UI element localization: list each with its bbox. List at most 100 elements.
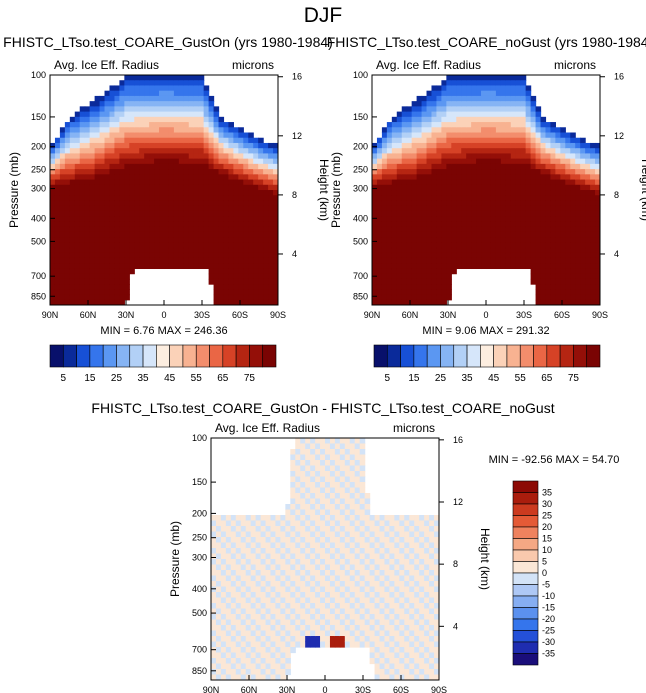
contour-cell xyxy=(520,174,527,181)
contour-cell xyxy=(69,294,76,301)
contour-cell xyxy=(183,111,190,118)
colorbar-swatch xyxy=(222,344,237,368)
contour-cell xyxy=(114,252,120,259)
contour-cell xyxy=(109,127,116,134)
contour-cell xyxy=(384,553,391,560)
contour-cell xyxy=(225,625,232,632)
contour-cell xyxy=(305,575,311,582)
contour-cell xyxy=(260,597,267,604)
contour-cell xyxy=(315,438,321,445)
contour-cell xyxy=(446,190,452,196)
contour-cell xyxy=(134,158,140,165)
contour-cell xyxy=(248,142,254,149)
contour-cell xyxy=(265,553,272,560)
contour-cell xyxy=(94,247,101,254)
contour-cell xyxy=(243,247,249,254)
contour-cell xyxy=(50,237,56,243)
contour-cell xyxy=(530,142,537,149)
contour-cell xyxy=(421,106,428,113)
contour-cell xyxy=(466,80,472,87)
contour-cell xyxy=(149,111,155,118)
contour-cell xyxy=(401,299,408,305)
contour-cell xyxy=(255,586,262,593)
contour-cell xyxy=(540,237,547,243)
contour-cell xyxy=(139,216,145,222)
contour-cell xyxy=(119,132,125,139)
contour-cell xyxy=(486,153,492,160)
contour-cell xyxy=(290,493,296,500)
contour-cell xyxy=(94,190,101,196)
contour-cell xyxy=(381,169,388,175)
contour-cell xyxy=(144,132,150,139)
contour-cell xyxy=(119,200,125,207)
contour-cell xyxy=(429,570,435,577)
contour-cell xyxy=(354,487,361,494)
contour-cell xyxy=(144,205,150,212)
contour-cell xyxy=(99,142,106,149)
contour-cell xyxy=(580,169,586,175)
contour-cell xyxy=(525,252,532,259)
contour-cell xyxy=(124,216,130,222)
contour-cell xyxy=(565,257,571,264)
contour-cell xyxy=(490,195,497,202)
contour-cell xyxy=(290,504,296,511)
contour-cell xyxy=(50,190,56,196)
contour-cell xyxy=(139,242,145,249)
contour-cell xyxy=(540,127,547,134)
contour-cell xyxy=(471,190,477,196)
contour-cell xyxy=(154,257,160,264)
contour-cell xyxy=(555,174,561,181)
contour-cell xyxy=(193,148,200,155)
contour-cell xyxy=(389,559,395,566)
contour-cell xyxy=(178,252,185,259)
contour-cell xyxy=(295,559,301,566)
contour-cell xyxy=(59,184,66,191)
contour-cell xyxy=(89,242,96,249)
contour-cell xyxy=(550,158,556,165)
contour-cell xyxy=(431,148,438,155)
contour-cell xyxy=(372,242,378,249)
contour-cell xyxy=(173,195,180,202)
contour-cell xyxy=(436,273,442,280)
contour-cell xyxy=(401,205,408,212)
contour-cell xyxy=(386,216,393,222)
contour-cell xyxy=(310,553,316,560)
contour-cell xyxy=(245,564,252,571)
contour-cell xyxy=(476,237,482,243)
x-tick-label: 30S xyxy=(516,310,532,320)
contour-cell xyxy=(434,630,439,637)
contour-cell xyxy=(525,111,532,118)
contour-cell xyxy=(290,608,296,615)
contour-cell xyxy=(426,226,433,233)
contour-cell xyxy=(396,252,403,259)
contour-cell xyxy=(585,174,591,181)
contour-cell xyxy=(198,158,205,165)
contour-cell xyxy=(344,454,351,461)
contour-cell xyxy=(290,614,296,621)
contour-cell xyxy=(369,614,376,621)
contour-cell xyxy=(510,163,517,170)
contour-cell xyxy=(406,237,413,243)
contour-cell xyxy=(320,443,326,450)
contour-cell xyxy=(520,85,527,92)
contour-cell xyxy=(295,586,301,593)
contour-cell xyxy=(399,619,405,626)
contour-cell xyxy=(349,526,356,533)
contour-cell xyxy=(364,537,371,544)
contour-cell xyxy=(349,625,356,632)
contour-cell xyxy=(570,142,576,149)
contour-cell xyxy=(344,553,351,560)
contour-cell xyxy=(476,190,482,196)
y2-tick-label: 12 xyxy=(614,131,624,141)
contour-cell xyxy=(213,257,220,264)
contour-cell xyxy=(134,205,140,212)
contour-cell xyxy=(149,132,155,139)
contour-cell xyxy=(280,537,286,544)
contour-cell xyxy=(315,575,321,582)
contour-cell xyxy=(64,174,71,181)
contour-cell xyxy=(595,257,600,264)
contour-cell xyxy=(253,242,259,249)
contour-cell xyxy=(399,526,405,533)
contour-cell xyxy=(339,531,346,538)
contour-cell xyxy=(344,443,351,450)
